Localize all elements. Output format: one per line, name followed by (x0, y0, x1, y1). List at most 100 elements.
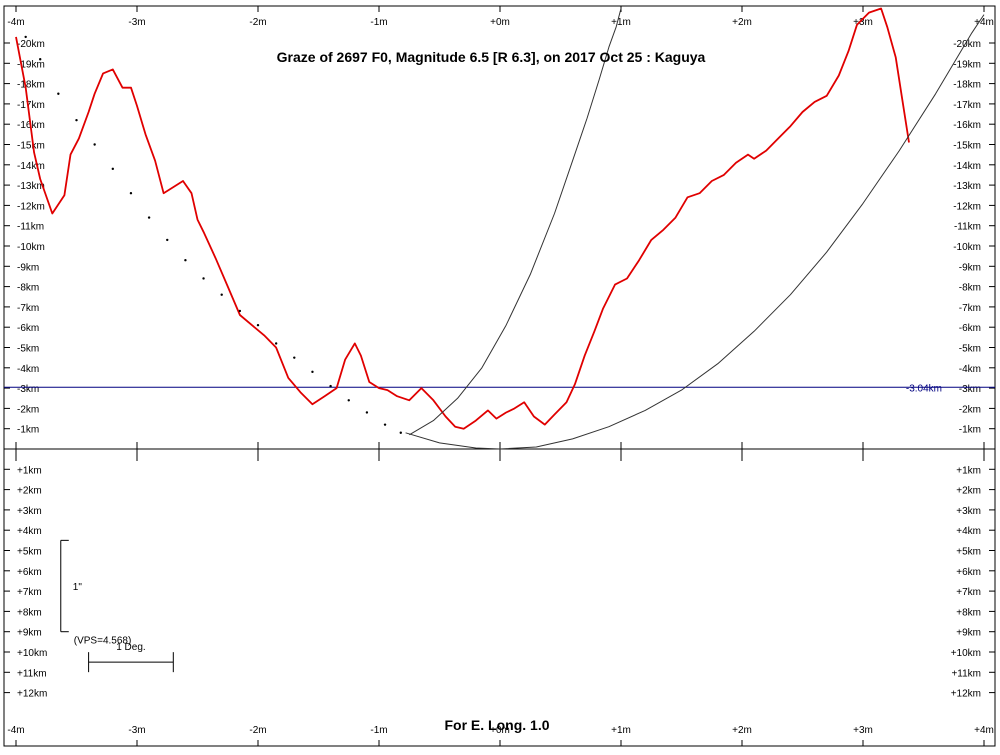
y-tick-label-right: +12km (951, 689, 981, 700)
y-tick-label-right: -15km (953, 141, 981, 152)
y-tick-label-right: -3km (959, 384, 981, 395)
limb-profile-dot (147, 216, 151, 219)
x-tick-label-top: +4m (974, 17, 994, 28)
y-tick-label-left: -10km (17, 242, 45, 253)
graze-path-curve-line (405, 14, 985, 450)
y-tick-label-right: +2km (956, 486, 981, 497)
scale-bar-label: 1 Deg. (116, 642, 145, 653)
reference-line-label: -3.04km (906, 383, 942, 394)
y-tick-label-right: -1km (959, 425, 981, 436)
limb-profile-dot (383, 423, 387, 426)
x-tick-label-bottom: +4m (974, 725, 994, 736)
y-tick-label-right: +9km (956, 628, 981, 639)
y-tick-label-right: +10km (951, 648, 981, 659)
y-tick-label-right: -20km (953, 39, 981, 50)
limb-profile-dot (293, 356, 296, 359)
y-tick-label-left: -13km (17, 181, 45, 192)
x-tick-label-top: -2m (249, 17, 266, 28)
limb-profile-dot (166, 238, 169, 242)
chart-footer: For E. Long. 1.0 (444, 717, 549, 733)
y-tick-label-left: -1km (17, 425, 39, 436)
y-tick-label-right: +4km (956, 526, 981, 537)
y-tick-label-left: +8km (17, 607, 42, 618)
limb-profile-dot (238, 309, 242, 313)
y-tick-label-left: +4km (17, 526, 42, 537)
y-tick-label-right: -18km (953, 80, 981, 91)
y-tick-label-right: +8km (956, 607, 981, 618)
y-tick-label-left: -9km (17, 262, 39, 273)
x-tick-label-bottom: +3m (853, 725, 873, 736)
vertical-scale-bar-label: 1" (73, 582, 83, 593)
limb-profile-dot (329, 384, 332, 388)
y-tick-label-right: -17km (953, 100, 981, 111)
y-tick-label-right: -9km (959, 262, 981, 273)
y-tick-label-right: +7km (956, 587, 981, 598)
y-tick-label-right: +11km (951, 668, 981, 679)
x-tick-label-bottom: +1m (611, 725, 631, 736)
limb-profile-dot (274, 342, 278, 345)
limb-profile-dot (184, 259, 187, 262)
y-tick-label-left: -8km (17, 283, 39, 294)
limb-profile-dot (24, 35, 27, 39)
vps-label: (VPS=4.568) (74, 636, 132, 647)
y-tick-label-left: -15km (17, 141, 45, 152)
y-tick-label-left: +1km (17, 465, 42, 476)
y-tick-label-right: +5km (956, 547, 981, 558)
limb-profile-dot (399, 431, 402, 434)
graze-path-curve-line (409, 8, 622, 436)
y-tick-label-left: +5km (17, 547, 42, 558)
y-tick-label-right: -7km (959, 303, 981, 314)
x-tick-label-bottom: -4m (7, 725, 24, 736)
y-tick-label-left: -2km (17, 404, 39, 415)
y-tick-label-left: +10km (17, 648, 47, 659)
chart-title: Graze of 2697 F0, Magnitude 6.5 [R 6.3],… (277, 49, 706, 65)
x-tick-label-top: -3m (128, 17, 145, 28)
x-tick-label-bottom: -2m (249, 725, 266, 736)
y-tick-label-right: +1km (956, 465, 981, 476)
y-tick-label-left: +11km (17, 668, 47, 679)
x-tick-label-top: +1m (611, 17, 631, 28)
y-tick-label-left: +2km (17, 486, 42, 497)
limb-profile-dot (365, 411, 369, 414)
y-tick-label-right: +6km (956, 567, 981, 578)
y-tick-label-left: +3km (17, 506, 42, 517)
y-tick-label-left: -3km (17, 384, 39, 395)
y-tick-label-right: -12km (953, 201, 981, 212)
y-tick-label-right: -16km (953, 120, 981, 131)
chart-border (3, 5, 996, 747)
x-tick-label-top: +0m (490, 17, 510, 28)
x-tick-label-top: +3m (853, 17, 873, 28)
y-tick-label-left: -4km (17, 364, 39, 375)
limb-profile-dot (93, 143, 96, 146)
limb-profile-dot (311, 370, 314, 374)
limb-profile-dot (256, 323, 260, 327)
y-tick-label-right: -19km (953, 59, 981, 70)
y-tick-label-left: -17km (17, 100, 45, 111)
y-tick-label-left: -19km (17, 59, 45, 70)
y-tick-label-left: -12km (17, 201, 45, 212)
y-tick-label-right: -5km (959, 344, 981, 355)
y-tick-label-right: -2km (959, 404, 981, 415)
limb-profile-dot (220, 293, 223, 296)
x-tick-label-bottom: -3m (128, 725, 145, 736)
x-tick-label-top: -1m (370, 17, 387, 28)
lunar-limb-profile-line (15, 7, 910, 430)
y-tick-label-right: -14km (953, 161, 981, 172)
y-tick-label-left: -14km (17, 161, 45, 172)
limb-profile-dot (111, 167, 115, 171)
x-tick-label-bottom: +2m (732, 725, 752, 736)
y-tick-label-right: -4km (959, 364, 981, 375)
limb-profile-dot (347, 399, 350, 402)
y-tick-label-right: -11km (954, 222, 981, 233)
y-tick-label-right: +3km (956, 506, 981, 517)
y-tick-label-left: -11km (17, 222, 44, 233)
x-tick-label-bottom: -1m (370, 725, 387, 736)
y-tick-label-right: -6km (959, 323, 981, 334)
y-tick-label-left: -5km (17, 344, 39, 355)
y-tick-label-left: -18km (17, 80, 45, 91)
y-tick-label-left: -7km (17, 303, 39, 314)
x-tick-label-bottom: +0m (490, 725, 510, 736)
y-tick-label-left: +6km (17, 567, 42, 578)
x-tick-label-top: -4m (7, 17, 24, 28)
